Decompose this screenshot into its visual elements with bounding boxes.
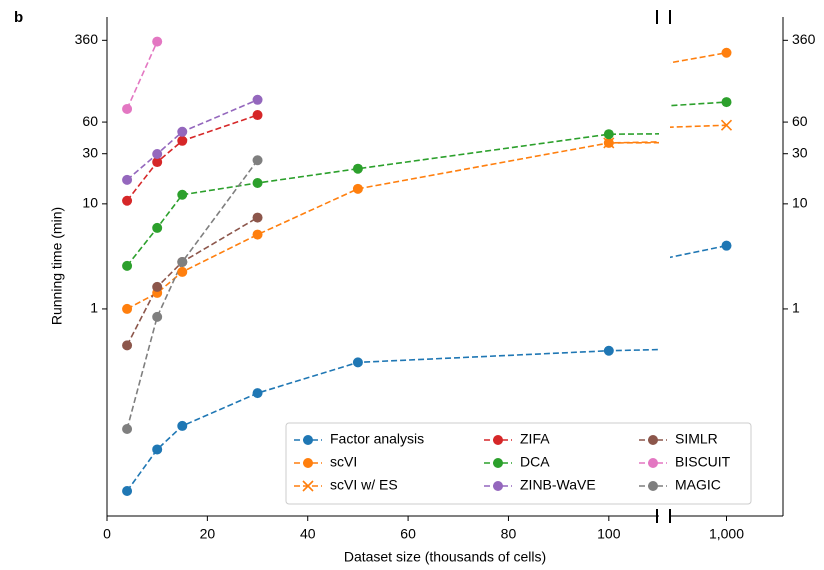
- x-tick-label: 60: [400, 526, 416, 542]
- legend-label: scVI w/ ES: [330, 477, 398, 493]
- point: [177, 256, 188, 267]
- point: [603, 137, 614, 148]
- y-tick-label: 360: [75, 31, 99, 47]
- point: [122, 303, 133, 314]
- plot-right: [164, 42, 733, 429]
- legend-marker: [493, 481, 503, 491]
- point: [152, 157, 163, 168]
- y-tick-label-right: 1: [792, 300, 800, 316]
- series-line: [126, 133, 659, 267]
- x-tick-label: 80: [501, 526, 517, 542]
- point: [122, 260, 133, 271]
- x-tick-label: 0: [103, 526, 111, 542]
- point: [177, 189, 188, 200]
- point: [152, 222, 163, 233]
- panel-label: b: [14, 9, 23, 26]
- legend-label: scVI: [330, 454, 357, 470]
- legend-label: Factor analysis: [330, 431, 424, 447]
- x-tick-label: 1,000: [709, 526, 744, 542]
- y-tick-label: 1: [90, 300, 98, 316]
- point: [177, 266, 188, 277]
- series-line: [126, 141, 659, 310]
- point: [252, 110, 263, 121]
- legend-label: ZINB-WaVE: [520, 477, 596, 493]
- point: [152, 149, 163, 160]
- point: [122, 423, 133, 434]
- point: [721, 240, 732, 251]
- point: [152, 444, 163, 455]
- legend-marker: [302, 480, 314, 492]
- point: [177, 420, 188, 431]
- series-line: [126, 99, 258, 181]
- legend-label: BISCUIT: [675, 454, 731, 470]
- legend-marker: [648, 458, 658, 468]
- legend-box: [285, 422, 752, 505]
- legend-marker: [493, 458, 503, 468]
- point: [252, 212, 263, 223]
- y-tick-label: 60: [82, 113, 98, 129]
- legend-label: MAGIC: [675, 477, 721, 493]
- y-tick-label-right: 60: [792, 113, 808, 129]
- legend-marker: [493, 435, 503, 445]
- x-tick-label: 100: [597, 526, 621, 542]
- point: [122, 174, 133, 185]
- legend-label: ZIFA: [520, 431, 550, 447]
- y-tick-label-right: 30: [792, 144, 808, 160]
- point: [122, 103, 133, 114]
- point: [721, 97, 732, 108]
- series-line: [670, 51, 727, 64]
- series-line: [126, 216, 258, 346]
- point: [252, 229, 263, 240]
- y-tick-label-right: 10: [792, 195, 808, 211]
- legend-label: DCA: [520, 454, 550, 470]
- x-tick-label: 40: [300, 526, 316, 542]
- plot-left: [122, 36, 659, 497]
- legend: Factor analysis scVI scVI w/ ES ZIFA DCA ZINB…: [285, 422, 752, 505]
- legend-label: SIMLR: [675, 431, 718, 447]
- series-line: [126, 41, 158, 110]
- point: [352, 357, 363, 368]
- legend-marker: [303, 458, 313, 468]
- point: [122, 486, 133, 497]
- point: [152, 36, 163, 47]
- legend-marker: [303, 435, 313, 445]
- legend-marker: [648, 435, 658, 445]
- series-line: [164, 218, 179, 346]
- series-line: [164, 160, 179, 429]
- x-tick-label: 20: [200, 526, 216, 542]
- series-line: [126, 159, 259, 430]
- point: [122, 195, 133, 206]
- point: [177, 135, 188, 146]
- point: [122, 340, 133, 351]
- series-line: [126, 114, 258, 202]
- point: [252, 388, 263, 399]
- series-line: [164, 42, 167, 109]
- point: [252, 94, 263, 105]
- axes: [106, 10, 784, 523]
- point: [720, 119, 733, 131]
- y-tick-label: 30: [82, 144, 98, 160]
- y-axis-label: Running time (min): [49, 207, 65, 325]
- y-tick-label-right: 360: [792, 31, 816, 47]
- series-line: [164, 115, 179, 201]
- point: [252, 155, 263, 166]
- point: [152, 311, 163, 322]
- x-axis-label: Dataset size (thousands of cells): [344, 549, 546, 565]
- legend-marker: [648, 481, 658, 491]
- y-tick-label: 10: [82, 195, 98, 211]
- marker-x: [720, 119, 733, 131]
- point: [252, 177, 263, 188]
- series-line: [164, 100, 179, 180]
- point: [721, 47, 732, 58]
- point: [352, 183, 363, 194]
- point: [603, 129, 614, 140]
- point: [177, 126, 188, 137]
- point: [152, 281, 163, 292]
- point: [352, 163, 363, 174]
- point: [603, 345, 614, 356]
